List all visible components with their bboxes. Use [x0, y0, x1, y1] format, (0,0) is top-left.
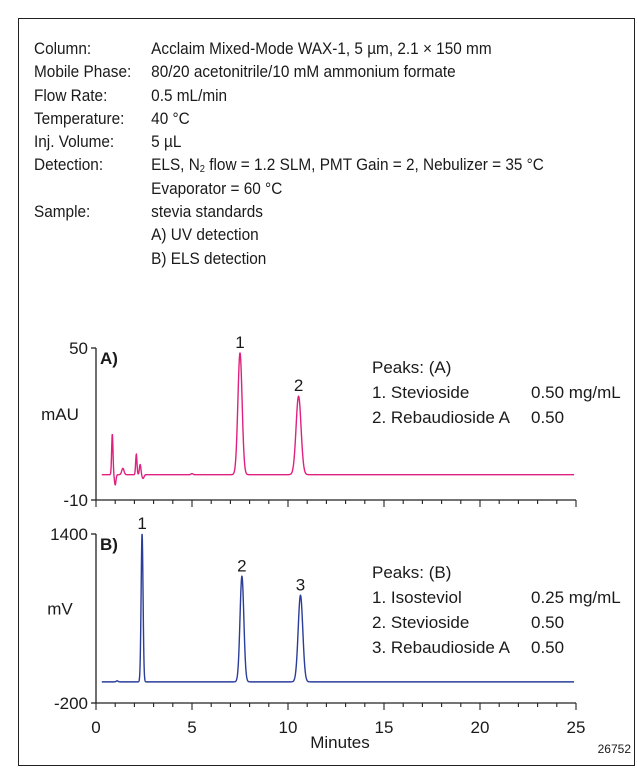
condition-value: 40 °C: [151, 109, 190, 128]
panel-b-peak-name: 3. Rebaudioside A: [372, 638, 511, 657]
x-tick-label: 25: [567, 718, 586, 737]
panel-a-y-axis-label: mAU: [41, 405, 79, 424]
panel-a-peaks-title: Peaks: (A): [372, 358, 451, 377]
condition-label: Inj. Volume:: [34, 133, 115, 152]
detection-post: flow = 1.2 SLM, PMT Gain = 2, Nebulizer …: [204, 156, 544, 175]
condition-label: Detection:: [34, 156, 104, 175]
condition-label: Temperature:: [34, 109, 125, 128]
panel-a-peak-name: 2. Rebaudioside A: [372, 408, 511, 427]
panel-b-peak-label: 1: [137, 514, 146, 533]
panel-b-peak-name: 1. Isosteviol: [372, 588, 462, 607]
panel-b-peak-name: 2. Stevioside: [372, 613, 469, 632]
condition-label: Sample:: [34, 203, 91, 222]
condition-value: 0.5 mL/min: [151, 86, 228, 105]
condition-value: B) ELS detection: [151, 249, 267, 268]
panel-a-peak-label: 2: [294, 376, 303, 395]
panel-a-peak-label: 1: [235, 333, 244, 352]
panel-b-label: B): [100, 535, 118, 554]
condition-value: ELS, N2 flow = 1.2 SLM, PMT Gain = 2, Ne…: [151, 154, 544, 181]
panel-b-peaks-title: Peaks: (B): [372, 563, 451, 582]
panel-b-peak-amount: 0.50: [531, 613, 564, 632]
panel-a-label: A): [100, 349, 118, 368]
x-tick-label: 10: [279, 718, 298, 737]
panel-b-y-tick-label: -200: [54, 694, 88, 713]
x-tick-label: 15: [375, 718, 394, 737]
panel-a-y-tick-label: -10: [63, 491, 88, 510]
condition-value: 5 µL: [151, 133, 182, 152]
panel-b-peak-amount: 0.50: [531, 638, 564, 657]
panel-b-y-tick-label: 1400: [50, 525, 88, 544]
condition-value: Acclaim Mixed-Mode WAX-1, 5 µm, 2.1 × 15…: [151, 40, 492, 58]
condition-value: 80/20 acetonitrile/10 mM ammonium format…: [151, 63, 456, 82]
figure-frame: [18, 18, 635, 766]
detection-pre: ELS, N: [151, 156, 200, 175]
panel-a-trace: [101, 351, 575, 486]
condition-label: Column:: [34, 40, 92, 58]
panel-b-trace: [101, 533, 575, 683]
panel-a-peak-name: 1. Stevioside: [372, 383, 469, 402]
detection-subscript: 2: [199, 164, 205, 176]
x-tick-label: 5: [187, 718, 196, 737]
figure-id: 26752: [597, 742, 631, 756]
panel-a-peak-amount: 0.50 mg/mL: [531, 383, 621, 402]
panel-a-peak-amount: 0.50: [531, 408, 564, 427]
condition-value: stevia standards: [151, 203, 263, 222]
condition-label: Flow Rate:: [34, 86, 108, 105]
condition-label: Mobile Phase:: [34, 63, 132, 82]
x-axis-label: Minutes: [310, 733, 370, 752]
panel-a-y-tick-label: 50: [69, 339, 88, 358]
x-tick-label: 0: [91, 718, 100, 737]
x-tick-label: 20: [471, 718, 490, 737]
panel-b-peak-amount: 0.25 mg/mL: [531, 588, 621, 607]
panel-b-y-axis-label: mV: [47, 600, 73, 619]
panel-b-peak-label: 3: [296, 575, 305, 594]
condition-value: A) UV detection: [151, 226, 259, 245]
panel-b-peak-label: 2: [237, 556, 246, 575]
condition-value: Evaporator = 60 °C: [151, 179, 283, 198]
